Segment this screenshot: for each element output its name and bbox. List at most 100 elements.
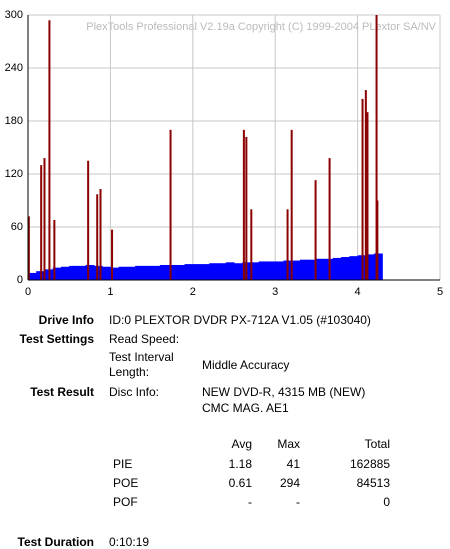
bar (48, 20, 51, 281)
bar (168, 264, 177, 280)
label: Test Duration (17, 535, 94, 549)
value: NEW DVD-R, 4315 MB (NEW) (202, 385, 366, 399)
bar (201, 264, 210, 280)
x-tick-label: 1 (107, 286, 113, 298)
value: Disc Info: (109, 385, 160, 399)
bar (52, 267, 62, 280)
bar (364, 90, 367, 280)
bar (217, 263, 227, 280)
bar (258, 261, 268, 280)
watermark: PlexTools Professional V2.19a Copyright … (86, 21, 436, 33)
chart: PlexTools Professional V2.19a Copyright … (5, 9, 443, 298)
bar (43, 158, 46, 280)
x-tick-label: 2 (190, 286, 196, 298)
bar (375, 15, 378, 280)
value: Middle Accuracy (202, 358, 290, 372)
y-tick-label: 180 (5, 115, 23, 127)
bar (374, 253, 383, 280)
bar (291, 260, 301, 280)
y-tick-label: 120 (5, 168, 23, 180)
bar (245, 136, 248, 280)
bar (111, 229, 114, 280)
label: Drive Info (38, 313, 94, 327)
bar (176, 264, 186, 280)
value: ID:0 PLEXTOR DVDR PX-712A V1.05 (#103040… (109, 313, 371, 327)
bar (242, 129, 245, 280)
label: Test Settings (19, 332, 94, 346)
bar (135, 265, 144, 280)
bar (110, 267, 120, 280)
bar (96, 194, 99, 280)
bar (361, 98, 364, 281)
bar (290, 129, 293, 280)
bar (169, 129, 172, 280)
cell: 294 (279, 476, 300, 490)
bar (151, 265, 161, 280)
bar (316, 258, 326, 280)
x-tick-label: 5 (437, 286, 443, 298)
bar (40, 165, 43, 280)
bar (328, 158, 331, 280)
x-tick-label: 3 (272, 286, 278, 298)
x-tick-label: 4 (355, 286, 361, 298)
x-tick-label: 0 (25, 286, 31, 298)
bar (87, 160, 90, 280)
bar (27, 216, 30, 280)
row-label: PIE (113, 457, 133, 471)
bar (308, 259, 317, 280)
bar (69, 265, 78, 280)
bar (349, 256, 359, 280)
cell: 162885 (349, 457, 390, 471)
bar (365, 254, 375, 280)
bar (250, 262, 260, 280)
bar (118, 266, 128, 280)
y-tick-label: 60 (11, 221, 23, 233)
bar (266, 261, 276, 280)
bar (376, 200, 379, 280)
bar (60, 266, 70, 280)
bar (286, 209, 289, 280)
label: Test Result (30, 385, 94, 399)
bar (126, 266, 136, 280)
bar (314, 180, 317, 280)
bar (192, 264, 202, 280)
value: Test Interval Length: (109, 350, 174, 379)
bar (159, 264, 169, 280)
cell: 84513 (356, 476, 390, 490)
bar (28, 272, 37, 280)
column-header: Max (277, 437, 300, 451)
bar (341, 257, 350, 280)
bar (250, 209, 253, 280)
bar (53, 219, 56, 280)
cell: - (296, 495, 300, 509)
y-tick-label: 240 (5, 62, 23, 74)
value: CMC MAG. AE1 (202, 401, 289, 415)
row-label: POE (113, 476, 139, 490)
bar (209, 263, 219, 280)
bar (184, 264, 194, 280)
bar (332, 257, 342, 280)
bar (225, 262, 235, 280)
cell: 0 (383, 495, 390, 509)
bar (102, 266, 111, 280)
bar (234, 263, 243, 280)
bar (299, 259, 309, 280)
bar (366, 112, 369, 281)
value: Read Speed: (109, 332, 180, 346)
cell: 0.61 (228, 476, 252, 490)
value: 0:10:19 (109, 535, 150, 549)
bar (143, 265, 153, 280)
bar (275, 261, 284, 280)
bar (77, 265, 87, 280)
column-header: Total (364, 437, 390, 451)
bar (93, 265, 103, 280)
bar (99, 189, 102, 280)
cell: 41 (286, 457, 300, 471)
column-header: Avg (231, 437, 252, 451)
y-tick-label: 0 (17, 274, 23, 286)
y-tick-label: 300 (5, 9, 23, 21)
bar (85, 264, 95, 280)
row-label: POF (113, 495, 138, 509)
cell: - (248, 495, 252, 509)
